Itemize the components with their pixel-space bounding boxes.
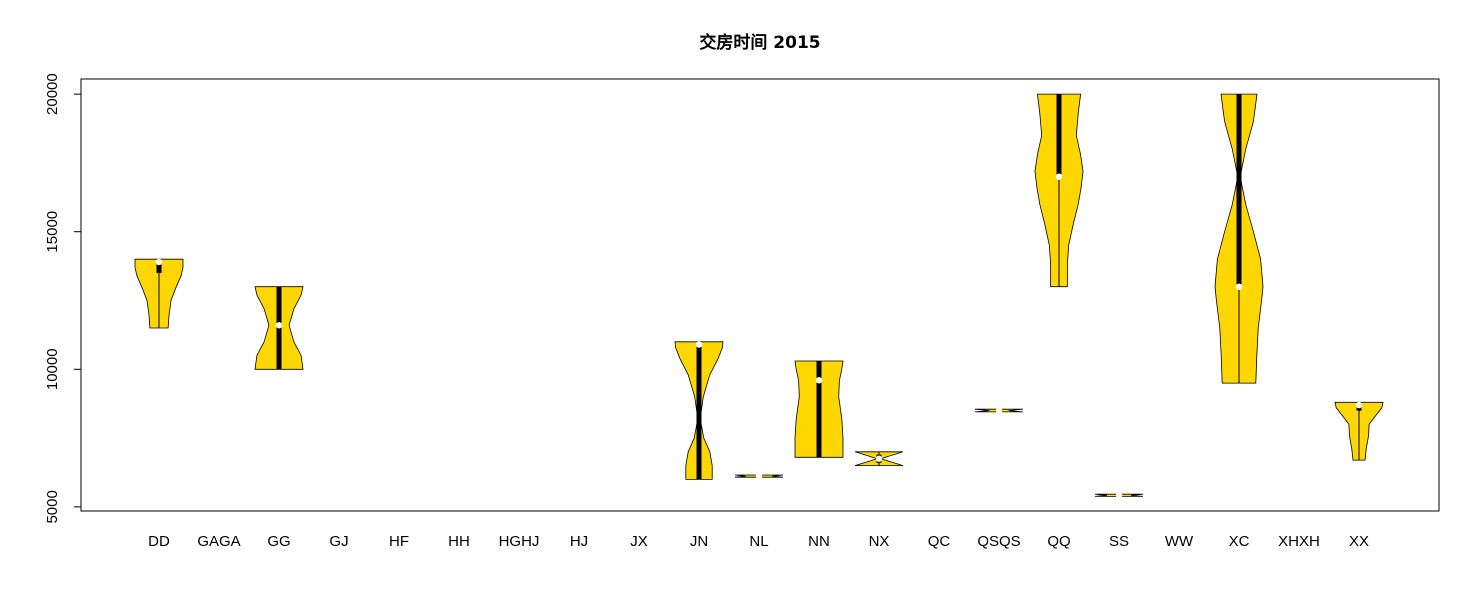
x-tick-label: QQ (1047, 533, 1070, 550)
x-tick-label: NN (808, 533, 830, 550)
violin-jn-iqr-box (696, 344, 702, 480)
x-tick-label: NX (869, 533, 890, 550)
y-tick-label: 20000 (44, 73, 61, 115)
x-tick-label: QSQS (977, 533, 1020, 550)
y-tick-label: 10000 (44, 348, 61, 390)
violin-dd-median-point (155, 258, 163, 266)
y-tick-label: 15000 (44, 211, 61, 253)
violin-jn-median-point (695, 341, 703, 348)
violin-xc-iqr-box (1236, 94, 1242, 287)
violin-qsqs-median-point (995, 407, 1003, 414)
x-tick-label: HGHJ (499, 533, 540, 550)
violin-qq-iqr-box (1056, 94, 1062, 177)
violin-nx-median-point (875, 455, 883, 462)
x-tick-label: XX (1349, 533, 1369, 550)
x-tick-label: XHXH (1278, 533, 1320, 550)
x-tick-label: GAGA (197, 533, 240, 550)
violin-gg-median-point (275, 322, 283, 329)
x-tick-label: NL (749, 533, 768, 550)
y-tick-label: 5000 (44, 490, 61, 523)
x-tick-label: JN (690, 533, 708, 550)
x-tick-label: HF (389, 533, 409, 550)
y-axis: 5000 10000 15000 20000 (44, 73, 82, 524)
violin-nn-iqr-box (816, 361, 822, 458)
x-axis: DD GAGA GG GJ HF HH HGHJ HJ JX JN NL NN NX QC QSQS QQ SS… (148, 533, 1369, 550)
x-tick-label: DD (148, 533, 170, 550)
violin-xx-median-point (1355, 401, 1363, 409)
x-tick-label: HH (448, 533, 470, 550)
x-tick-label: GG (267, 533, 290, 550)
chart-title: 交房时间 2015 (699, 32, 820, 53)
x-tick-label: SS (1109, 533, 1129, 550)
violin-nn-median-point (815, 377, 823, 384)
violin-ss-median-point (1115, 492, 1123, 499)
violin-qq-median-point (1055, 173, 1063, 180)
x-tick-label: XC (1229, 533, 1250, 550)
violin-group (134, 93, 1384, 499)
x-tick-label: GJ (329, 533, 348, 550)
x-tick-label: JX (630, 533, 648, 550)
x-tick-label: HJ (570, 533, 588, 550)
violin-dd-iqr-box (156, 259, 162, 273)
violin-xc-median-point (1235, 283, 1243, 290)
violin-nl-median-point (755, 472, 763, 480)
x-tick-label: QC (928, 533, 951, 550)
x-tick-label: WW (1165, 533, 1194, 550)
